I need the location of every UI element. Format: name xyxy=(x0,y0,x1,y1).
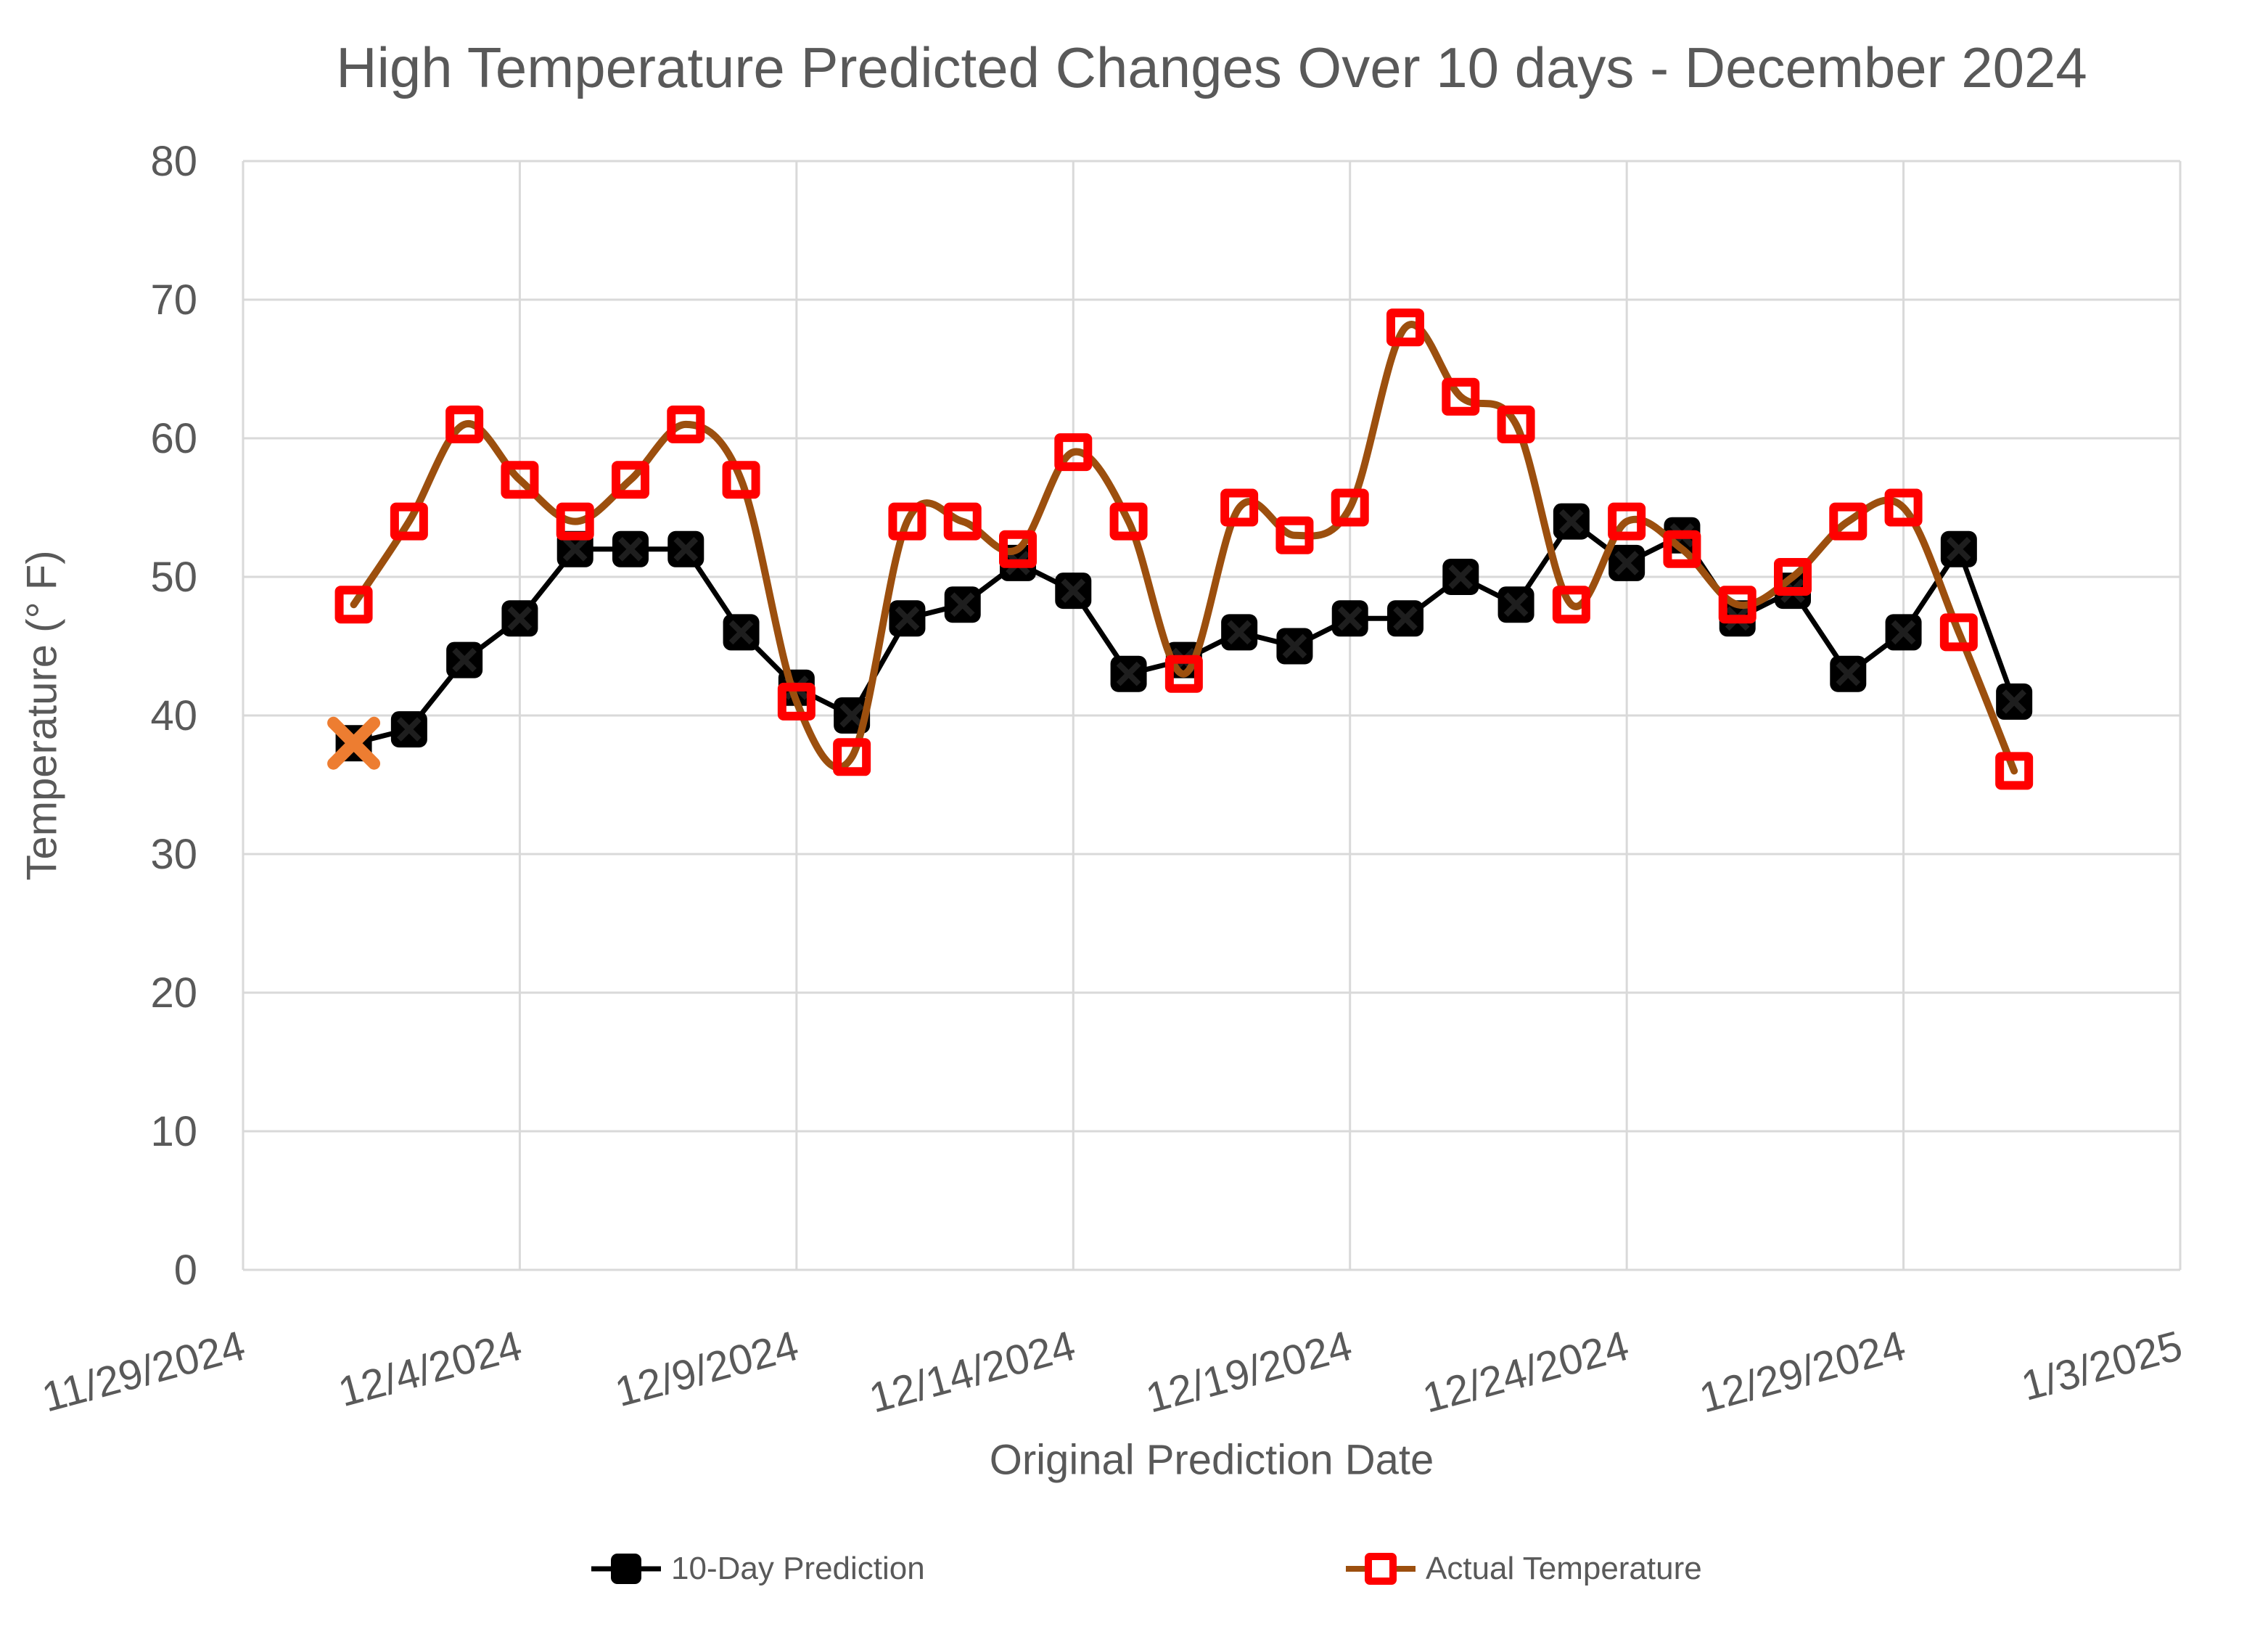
x-tick-label: 11/29/2024 xyxy=(37,1322,250,1422)
x-tick-label: 12/4/2024 xyxy=(334,1322,527,1416)
y-axis-title: Temperature (° F) xyxy=(18,550,66,881)
y-tick-label: 0 xyxy=(174,1247,197,1294)
actual-marker xyxy=(1829,502,1868,541)
y-tick-label: 40 xyxy=(150,692,197,739)
legend: 10-Day Prediction Actual Temperature xyxy=(0,1547,2268,1598)
actual-marker xyxy=(612,461,649,499)
y-tick-label: 10 xyxy=(150,1108,197,1155)
prediction-series-icon xyxy=(591,1554,661,1584)
prediction-marker-x-detail xyxy=(673,536,699,562)
actual-series-icon xyxy=(1346,1553,1416,1585)
legend-label-actual: Actual Temperature xyxy=(1426,1551,1702,1586)
actual-marker xyxy=(1164,655,1203,693)
prediction-marker-x-detail xyxy=(618,536,643,562)
x-tick-label: 12/24/2024 xyxy=(1418,1322,1633,1422)
y-tick-label: 60 xyxy=(150,415,197,462)
y-tick-label: 80 xyxy=(150,138,197,185)
actual-marker xyxy=(1608,502,1646,541)
x-tick-label: 12/14/2024 xyxy=(864,1322,1080,1422)
prediction-marker-x-detail xyxy=(507,606,533,631)
actual-marker xyxy=(1220,488,1259,527)
actual-marker xyxy=(1331,488,1369,527)
prediction-marker-x-detail xyxy=(397,717,422,742)
actual-marker xyxy=(1774,558,1812,596)
chart-title: High Temperature Predicted Changes Over … xyxy=(336,36,2087,99)
prediction-marker-x-detail xyxy=(1448,565,1474,589)
actual-marker xyxy=(888,502,926,541)
x-tick-label: 12/9/2024 xyxy=(610,1322,803,1416)
legend-label-prediction: 10-Day Prediction xyxy=(671,1551,925,1586)
prediction-marker-x-detail xyxy=(1614,551,1639,575)
actual-marker xyxy=(1386,308,1424,347)
prediction-marker-x-detail xyxy=(839,703,864,728)
prediction-marker-x-detail xyxy=(1116,661,1141,686)
y-tick-label: 20 xyxy=(150,969,197,1017)
actual-marker xyxy=(943,502,982,541)
actual-marker xyxy=(1054,433,1093,472)
x-tick-label: 12/19/2024 xyxy=(1141,1322,1357,1422)
legend-item-prediction: 10-Day Prediction xyxy=(591,1547,925,1591)
prediction-marker-x-detail xyxy=(1061,578,1086,603)
actual-marker xyxy=(1939,613,1978,652)
prediction-marker-x-detail xyxy=(950,592,975,618)
prediction-marker-x-detail xyxy=(728,620,754,645)
prediction-marker-x-detail xyxy=(452,647,477,673)
prediction-marker-x-detail xyxy=(1891,620,1916,645)
actual-marker xyxy=(667,405,705,443)
actual-marker xyxy=(777,682,815,721)
prediction-marker-x-detail xyxy=(562,536,588,562)
prediction-line xyxy=(353,519,2017,746)
prediction-marker-x-detail xyxy=(1227,620,1252,645)
actual-marker xyxy=(1442,377,1480,416)
actual-marker xyxy=(722,461,760,499)
x-axis-title: Original Prediction Date xyxy=(989,1436,1434,1484)
legend-item-actual: Actual Temperature xyxy=(1346,1547,1702,1591)
actual-marker xyxy=(1884,488,1923,527)
y-tick-label: 30 xyxy=(150,831,197,878)
actual-marker xyxy=(501,461,539,499)
actual-swatch-marker xyxy=(1365,1553,1397,1585)
prediction-marker-x-detail xyxy=(1559,509,1584,534)
actual-marker xyxy=(1275,516,1314,554)
actual-marker xyxy=(334,586,373,624)
actual-marker xyxy=(1109,502,1148,541)
prediction-swatch-marker xyxy=(611,1554,641,1584)
actual-marker xyxy=(1552,586,1590,624)
prediction-marker-x-detail xyxy=(2002,689,2026,714)
actual-marker xyxy=(1497,405,1535,443)
actual-marker xyxy=(999,530,1037,568)
actual-marker xyxy=(1718,586,1757,624)
x-tick-label: 12/29/2024 xyxy=(1695,1322,1910,1422)
prediction-marker-x-detail xyxy=(1282,633,1307,659)
prediction-marker-x-detail xyxy=(1337,606,1363,631)
actual-marker xyxy=(1663,530,1701,568)
x-tick-label: 1/3/2025 xyxy=(2016,1322,2187,1410)
prediction-marker-x-detail xyxy=(1393,606,1418,631)
prediction-marker-x-detail xyxy=(895,606,920,631)
highlight-x-icon xyxy=(327,716,381,770)
actual-marker xyxy=(445,405,484,443)
actual-marker xyxy=(1995,752,2034,790)
actual-line xyxy=(350,321,2018,775)
actual-marker xyxy=(833,738,871,776)
prediction-marker-x-detail xyxy=(1836,661,1861,686)
y-tick-label: 50 xyxy=(150,554,197,601)
actual-marker xyxy=(556,502,594,541)
prediction-marker-x-detail xyxy=(1947,536,1971,562)
actual-marker xyxy=(390,502,428,541)
y-tick-label: 70 xyxy=(150,276,197,324)
prediction-marker-x-detail xyxy=(1503,592,1529,618)
